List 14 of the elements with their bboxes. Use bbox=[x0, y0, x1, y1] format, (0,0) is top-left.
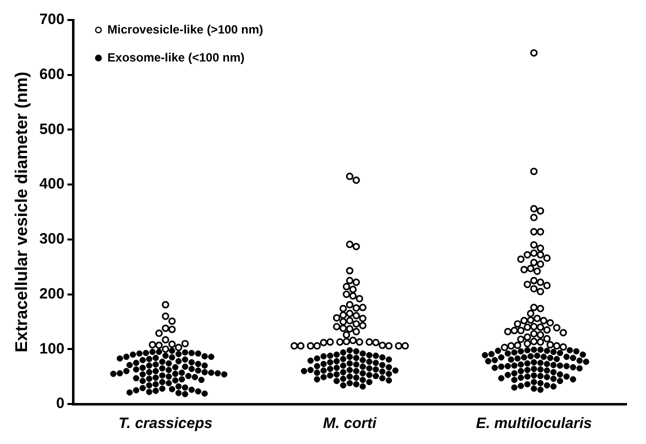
y-tick-label: 600 bbox=[39, 66, 64, 83]
x-tick-label: E. multilocularis bbox=[476, 415, 592, 432]
y-tick-label: 500 bbox=[39, 120, 64, 138]
y-tick-label: 400 bbox=[39, 176, 64, 193]
legend-label: Microvesicle-like (>100 nm) bbox=[107, 22, 264, 36]
legend-label: Exosome-like (<100 nm) bbox=[107, 50, 244, 64]
x-tick-label: T. crassiceps bbox=[118, 415, 212, 432]
y-tick-label: 200 bbox=[39, 285, 64, 302]
y-tick-label: 100 bbox=[39, 340, 64, 358]
y-tick-label: 300 bbox=[39, 230, 64, 248]
y-axis-title: Extracellular vesicle diameter (nm) bbox=[12, 72, 31, 352]
y-tick-label: 0 bbox=[56, 395, 64, 412]
y-tick-label: 700 bbox=[39, 11, 64, 28]
x-tick-label: M. corti bbox=[323, 415, 378, 432]
